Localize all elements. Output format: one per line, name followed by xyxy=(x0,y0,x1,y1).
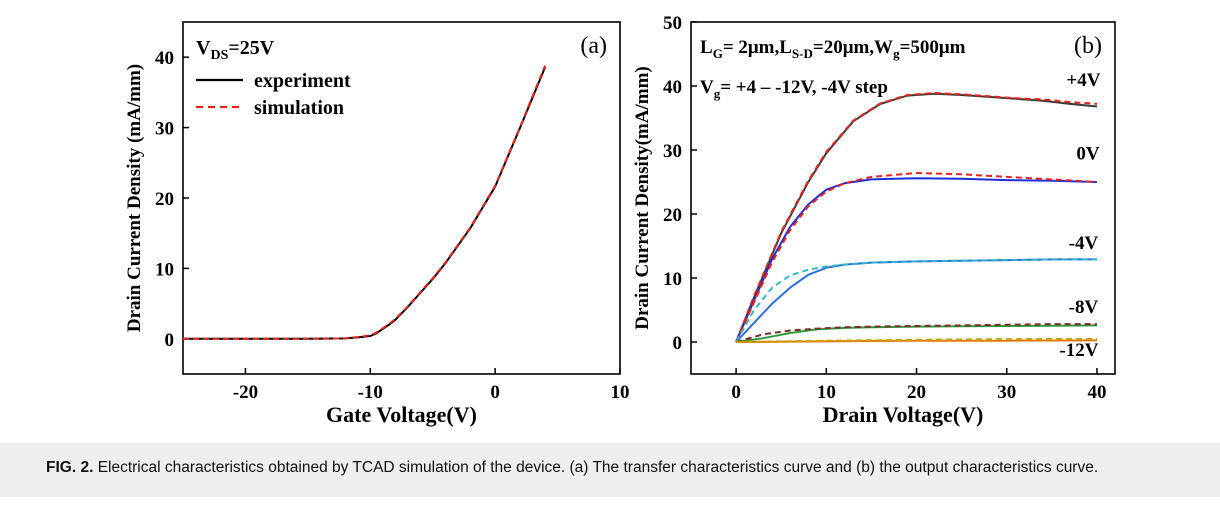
caption-label: FIG. 2. xyxy=(46,459,94,476)
curve-label: 0V xyxy=(1076,144,1100,165)
panel-b: 0 10 20 30 40 0 10 20 30 40 50 Drain Voltage(V) Drai… xyxy=(632,13,1116,427)
x-tick-label: -10 xyxy=(358,382,383,403)
series-line-0v-experiment xyxy=(735,177,1098,343)
x-tick-label: 0 xyxy=(731,382,741,403)
legend-label-simulation: simulation xyxy=(254,97,344,119)
x-tick-label: 30 xyxy=(997,382,1016,403)
figure: -20 -10 0 10 0 10 20 30 40 Gate Voltage(V) Drain C… xyxy=(124,13,1116,427)
caption-box: FIG. 2. Electrical characteristics obtai… xyxy=(0,443,1220,497)
y-tick-label: 0 xyxy=(673,333,683,354)
plot-frame xyxy=(182,21,621,375)
curve-label: -4V xyxy=(1069,233,1099,254)
series-line-simulation xyxy=(183,65,547,340)
series-line--12v-simulation xyxy=(736,337,1098,343)
y-tick-label: 10 xyxy=(155,259,174,280)
condition-text: Vg= +4 – -12V, -4V step xyxy=(700,77,888,101)
series-line--4v-simulation xyxy=(735,258,1097,343)
x-tick-label: 0 xyxy=(490,382,500,403)
y-tick-label: 30 xyxy=(155,119,174,140)
panel-a: -20 -10 0 10 0 10 20 30 40 Gate Voltage(V) Drain C… xyxy=(124,21,630,427)
x-axis-label: Drain Voltage(V) xyxy=(823,402,984,427)
y-tick-label: 20 xyxy=(663,205,682,226)
panel-label: (b) xyxy=(1074,33,1102,59)
y-axis-label: Drain Current Density (mA/mm) xyxy=(124,64,145,332)
series-line--4v-experiment xyxy=(735,92,1098,343)
x-tick-label: 10 xyxy=(611,382,630,403)
x-tick-label: 40 xyxy=(1087,382,1106,403)
y-tick-label: 0 xyxy=(165,330,175,351)
series-line--8v-experiment xyxy=(735,324,1098,343)
y-tick-label: 10 xyxy=(663,269,682,290)
y-tick-label: 50 xyxy=(663,13,682,34)
x-tick-label: 10 xyxy=(817,382,836,403)
curve-label: -8V xyxy=(1069,297,1099,318)
condition-text: LG= 2μm,LS-D=20μm,Wg=500μm xyxy=(700,37,966,61)
x-tick-label: -20 xyxy=(233,382,258,403)
y-axis-label: Drain Current Density(mA/mm) xyxy=(632,66,653,330)
x-axis-label: Gate Voltage(V) xyxy=(326,402,477,427)
caption-text: Electrical characteristics obtained by T… xyxy=(97,459,1099,476)
plot-frame xyxy=(690,21,1116,375)
legend-label-experiment: experiment xyxy=(254,70,351,92)
condition-text: VDS=25V xyxy=(196,37,275,63)
panel-label: (a) xyxy=(580,33,607,59)
curve-label: +4V xyxy=(1066,70,1100,91)
y-tick-label: 40 xyxy=(663,77,682,98)
y-tick-label: 30 xyxy=(663,141,682,162)
curve-label: -12V xyxy=(1059,340,1098,361)
figure-caption: FIG. 2. Electrical characteristics obtai… xyxy=(46,459,1098,477)
series-line--4v-simulation xyxy=(735,92,1098,343)
y-tick-label: 20 xyxy=(155,189,174,210)
x-tick-label: 20 xyxy=(907,382,926,403)
series-line-0v-simulation xyxy=(735,172,1098,343)
y-tick-label: 40 xyxy=(155,48,174,69)
